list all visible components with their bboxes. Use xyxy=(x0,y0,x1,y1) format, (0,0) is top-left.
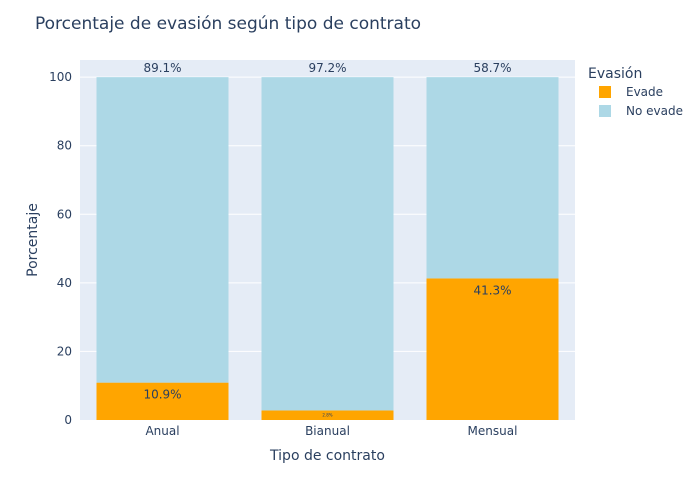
y-axis-title: Porcentaje xyxy=(25,203,41,277)
legend-swatch-no-evade[interactable] xyxy=(599,105,611,117)
legend-title: Evasión xyxy=(588,66,642,82)
bars: 10.9% 89.1% 2.8% 97.2% 41.3% 58.7% xyxy=(96,61,559,420)
legend-swatch-evade[interactable] xyxy=(599,86,611,98)
bar-evade xyxy=(426,278,559,420)
x-tick-label: Mensual xyxy=(468,424,518,438)
y-tick-label: 100 xyxy=(49,70,72,84)
y-tick-label: 40 xyxy=(57,276,72,290)
bar-no-evade xyxy=(426,77,559,279)
legend-item-no-evade[interactable]: No evade xyxy=(626,104,683,118)
x-tick-label: Anual xyxy=(145,424,179,438)
y-tick-label: 60 xyxy=(57,207,72,221)
legend: Evasión Evade No evade xyxy=(588,66,683,118)
bar-no-evade xyxy=(96,77,229,383)
bar-evade xyxy=(261,410,394,420)
data-label: 58.7% xyxy=(473,61,511,75)
data-label: 41.3% xyxy=(473,283,511,297)
chart-title: Porcentaje de evasión según tipo de cont… xyxy=(35,14,421,34)
y-tick-label: 80 xyxy=(57,139,72,153)
x-axis-ticks: Anual Bianual Mensual xyxy=(145,424,517,438)
y-axis-ticks: 0 20 40 60 80 100 xyxy=(49,70,72,427)
bar-no-evade xyxy=(261,77,394,411)
data-label: 2.8% xyxy=(322,413,332,418)
legend-item-evade[interactable]: Evade xyxy=(626,85,663,99)
bar-evade xyxy=(96,382,229,420)
y-tick-label: 20 xyxy=(57,344,72,358)
data-label: 97.2% xyxy=(308,61,346,75)
data-label: 89.1% xyxy=(143,61,181,75)
y-tick-label: 0 xyxy=(64,413,72,427)
data-label: 10.9% xyxy=(143,388,181,402)
x-tick-label: Bianual xyxy=(305,424,350,438)
x-axis-title: Tipo de contrato xyxy=(269,448,385,464)
